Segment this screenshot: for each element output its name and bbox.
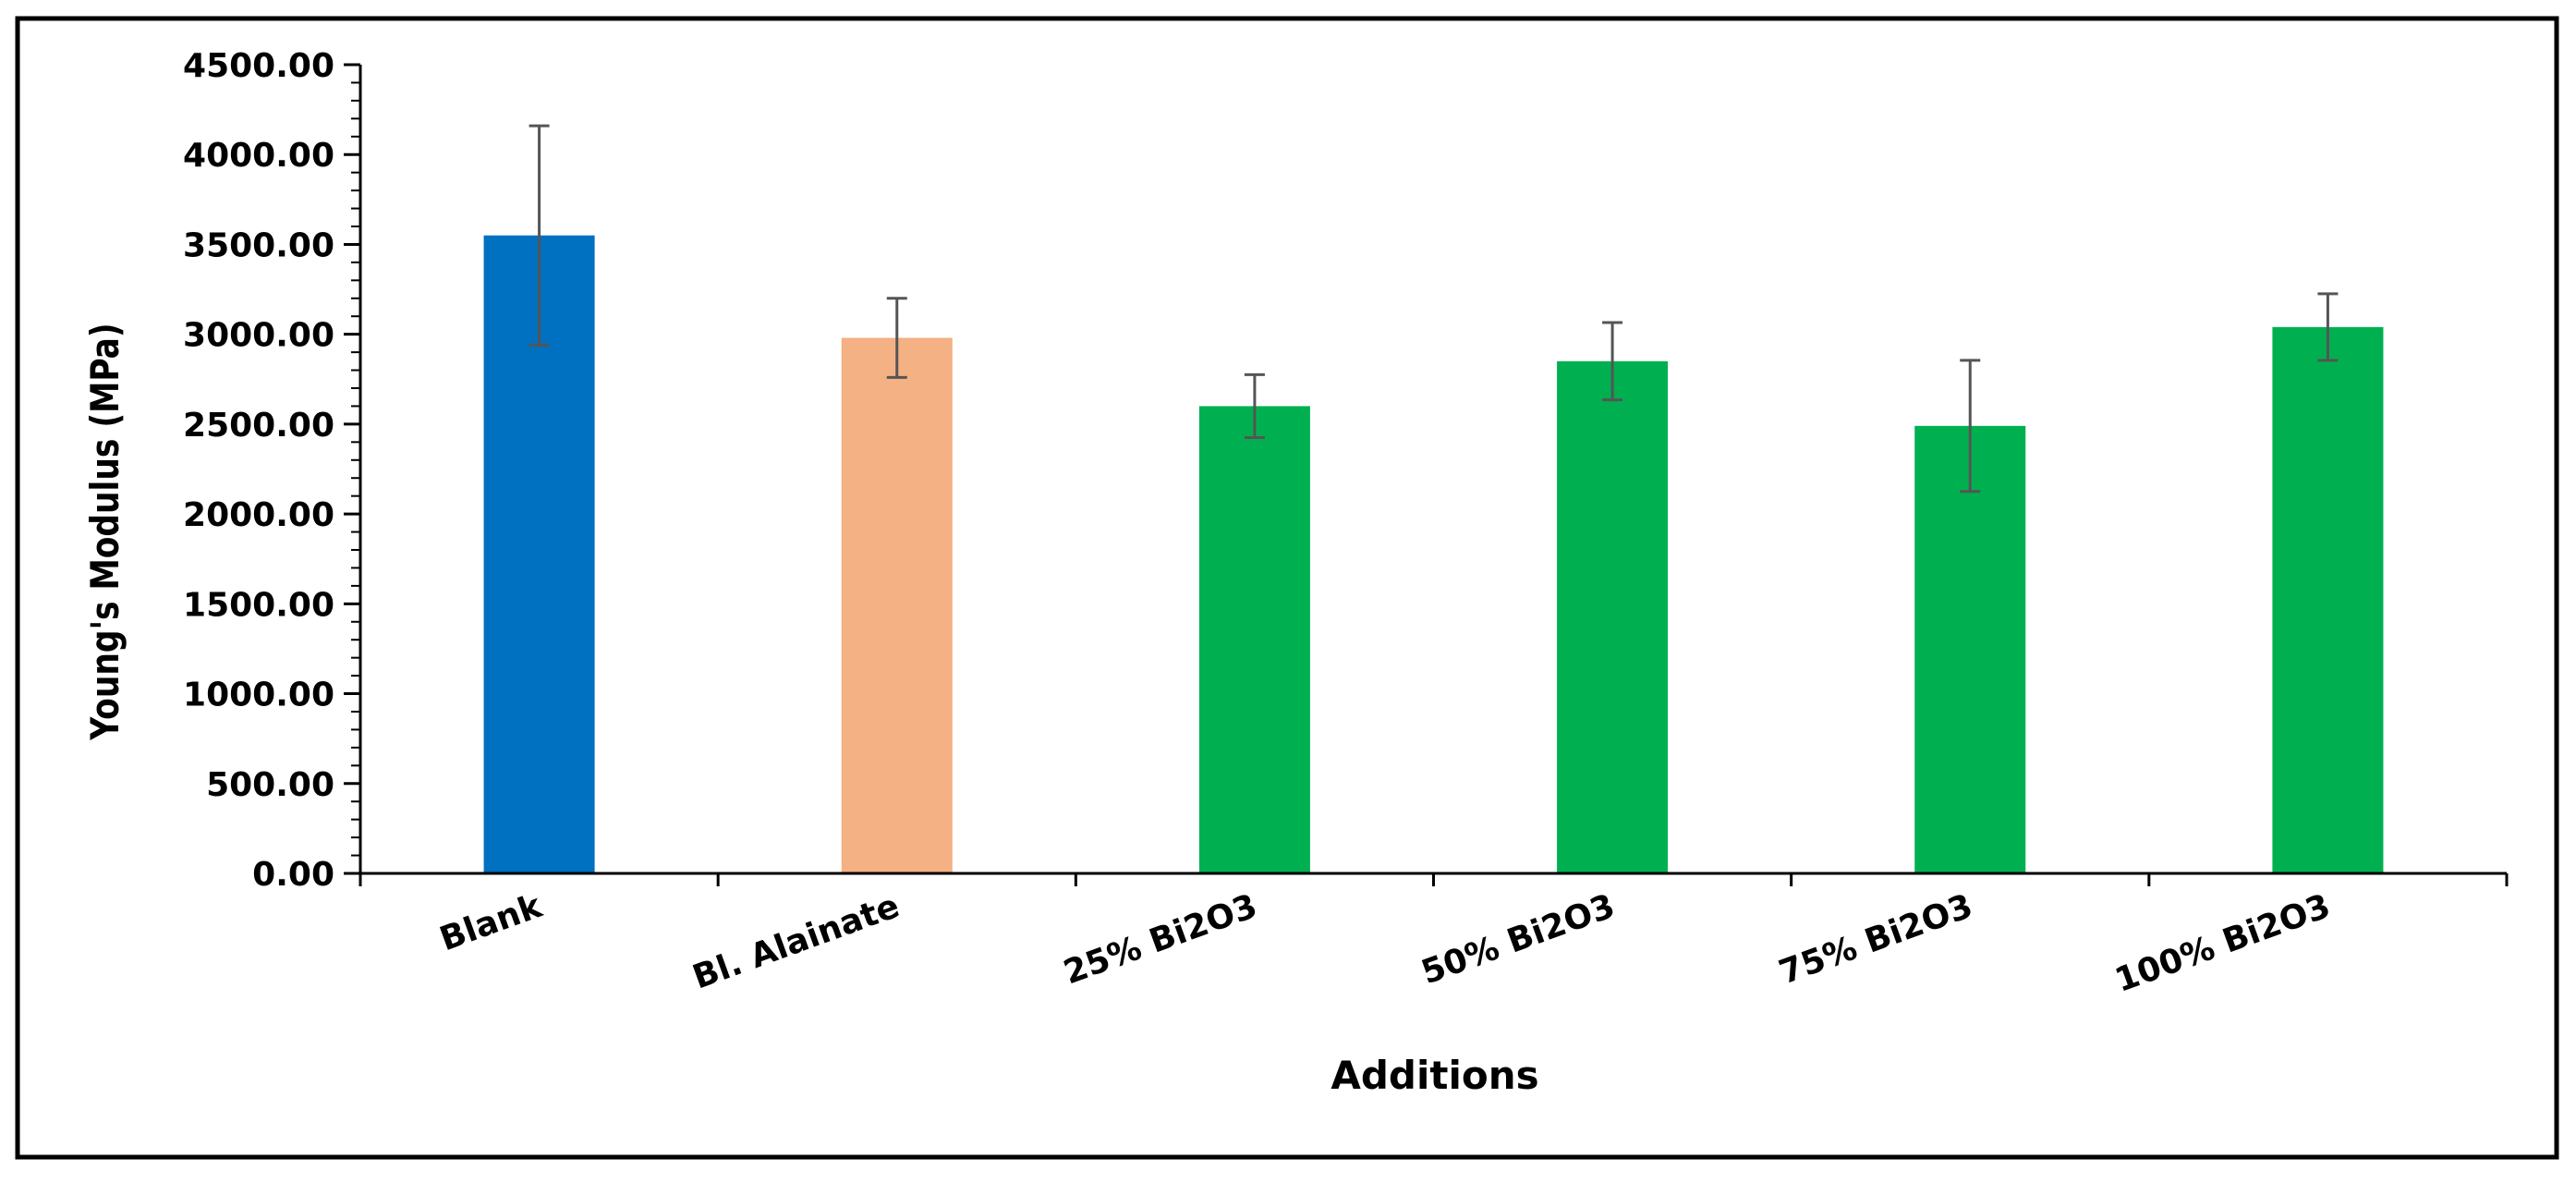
y-tick-label: 2500.00: [183, 407, 334, 445]
bars: [483, 235, 2384, 873]
y-tick-label: 0.00: [252, 856, 334, 894]
y-tick-label: 1000.00: [183, 677, 334, 714]
y-tick-label: 2000.00: [183, 496, 334, 534]
y-tick-label: 1500.00: [183, 586, 334, 624]
y-tick-label: 4000.00: [183, 137, 334, 175]
x-axis-title: Additions: [1331, 1053, 1538, 1098]
bar: [1557, 360, 1669, 873]
bar: [1198, 406, 1310, 873]
bar: [2272, 326, 2384, 873]
y-tick-label: 3000.00: [183, 317, 334, 355]
y-axis-title: Young's Modulus (MPa): [83, 323, 128, 740]
y-tick-label: 3500.00: [183, 226, 334, 264]
y-tick-label: 500.00: [206, 766, 334, 804]
bar: [1914, 425, 2026, 873]
error-bars: [529, 124, 2339, 494]
bar: [841, 337, 953, 873]
y-tick-label: 4500.00: [183, 47, 334, 85]
y-axis: 0.00 500.00 1000.00 1500.00 2000.00 2500.00 30…: [183, 47, 362, 894]
